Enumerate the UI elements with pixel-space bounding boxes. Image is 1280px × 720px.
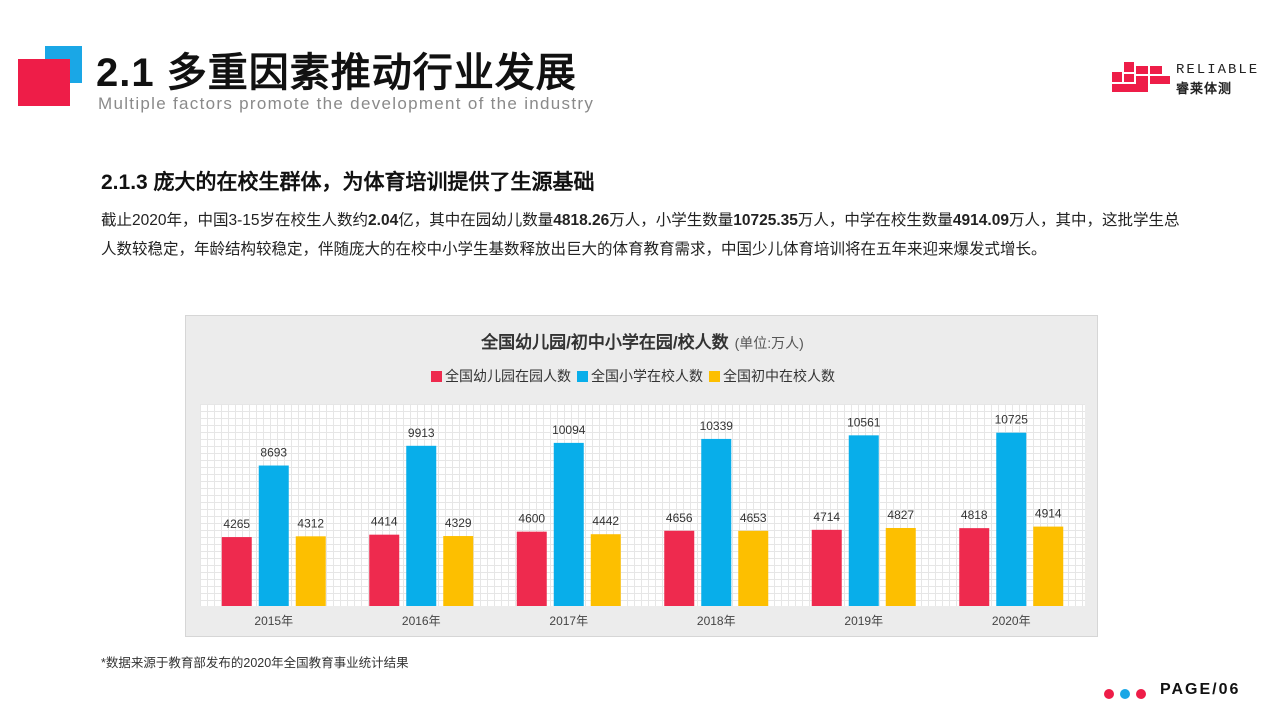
section-title: 2.1.3 庞大的在校生群体，为体育培训提供了生源基础: [101, 171, 595, 194]
section-paragraph: 截止2020年，中国3-15岁在校生人数约2.04亿，其中在园幼儿数量4818.…: [101, 206, 1191, 264]
bar-2: [1033, 526, 1064, 606]
bar-value-label: 4312: [297, 516, 324, 530]
legend-item: 全国幼儿园在园人数: [431, 366, 571, 386]
bar-0: [664, 530, 695, 606]
paragraph-text: 万人，中学在校生数量: [797, 212, 953, 229]
bar-2: [885, 527, 916, 606]
bar-1: [996, 432, 1027, 606]
paragraph-text: 亿，其中在园幼儿数量: [398, 212, 554, 229]
bar-value-label: 4656: [666, 511, 693, 525]
x-tick-label: 2017年: [549, 614, 588, 628]
paragraph-text: 截止2020年，中国3-15岁在校生人数约: [101, 212, 369, 229]
chart-unit: (单位:万人): [734, 335, 804, 351]
paragraph-text: 万人，小学生数量: [609, 212, 734, 229]
legend-swatch: [431, 371, 442, 382]
chart-card: 全国幼儿园/初中小学在园/校人数 (单位:万人) 全国幼儿园在园人数 全国小学在校人…: [185, 315, 1098, 637]
header-decoration-red-square: [18, 59, 70, 106]
page-number: PAGE/06: [1160, 681, 1241, 698]
bar-value-label: 10094: [552, 423, 586, 437]
x-tick-label: 2018年: [697, 614, 736, 628]
paragraph-highlight: 10725.35: [733, 212, 798, 229]
bar-0: [221, 537, 252, 606]
bar-chart: 4265 8693 4312 2015年 4414 9913 4329 2016年 4600 10…: [200, 404, 1085, 628]
bar-value-label: 4914: [1035, 507, 1062, 521]
bar-value-label: 4442: [592, 514, 619, 528]
bar-1: [258, 465, 289, 606]
bar-value-label: 4265: [223, 517, 250, 531]
legend-swatch: [577, 371, 588, 382]
page-dot: [1136, 689, 1146, 699]
bar-value-label: 4818: [961, 508, 988, 522]
bar-1: [406, 445, 437, 606]
paragraph-text: 万人，其中，这批学生总人数较稳定，年龄结构较稳定，伴随庞大的在校中小学生基数释放…: [101, 212, 1180, 258]
chart-title: 全国幼儿园/初中小学在园/校人数: [481, 333, 729, 352]
legend-item: 全国小学在校人数: [577, 366, 703, 386]
footnote: *数据来源于教育部发布的2020年全国教育事业统计结果: [101, 656, 409, 670]
bar-2: [295, 536, 326, 606]
bar-value-label: 10725: [995, 413, 1029, 427]
bar-1: [553, 442, 584, 606]
paragraph-highlight: 4914.09: [952, 212, 1009, 229]
x-tick-label: 2015年: [254, 614, 293, 628]
paragraph-highlight: 4818.26: [553, 212, 610, 229]
bar-1: [848, 435, 879, 606]
chart-legend: 全国幼儿园在园人数 全国小学在校人数 全国初中在校人数: [431, 366, 841, 386]
bar-value-label: 4414: [371, 515, 398, 529]
paragraph-highlight: 2.04: [368, 212, 399, 229]
bar-value-label: 4653: [740, 511, 767, 525]
logo-text-cn: 睿莱体测: [1176, 81, 1233, 96]
page-dots: [1104, 686, 1152, 704]
x-tick-label: 2019年: [844, 614, 883, 628]
logo-bricks-icon: [1112, 62, 1170, 92]
bar-0: [369, 534, 400, 606]
legend-label: 全国初中在校人数: [723, 368, 835, 384]
bar-2: [443, 536, 474, 606]
bar-0: [516, 531, 547, 606]
plot-area: [200, 404, 1085, 606]
page-dot: [1104, 689, 1114, 699]
bar-value-label: 10561: [847, 415, 881, 429]
page-subtitle: Multiple factors promote the development…: [98, 94, 595, 113]
x-tick-label: 2016年: [402, 614, 441, 628]
bar-value-label: 4714: [813, 510, 840, 524]
bar-2: [590, 534, 621, 606]
logo-text-en: RELIABLE: [1176, 62, 1260, 78]
legend-label: 全国幼儿园在园人数: [445, 368, 571, 384]
page-dot: [1120, 689, 1130, 699]
bar-0: [959, 528, 990, 606]
bar-value-label: 8693: [260, 446, 287, 460]
bar-value-label: 4600: [518, 512, 545, 526]
page-title: 2.1 多重因素推动行业发展: [96, 51, 577, 95]
bar-value-label: 4827: [887, 508, 914, 522]
chart-title-row: 全国幼儿园/初中小学在园/校人数 (单位:万人): [186, 328, 1099, 353]
bar-value-label: 9913: [408, 426, 435, 440]
bar-value-label: 4329: [445, 516, 472, 530]
bar-0: [811, 529, 842, 606]
x-tick-label: 2020年: [992, 614, 1031, 628]
bar-2: [738, 530, 769, 606]
legend-swatch: [709, 371, 720, 382]
legend-item: 全国初中在校人数: [709, 366, 835, 386]
legend-label: 全国小学在校人数: [591, 368, 703, 384]
company-logo: RELIABLE 睿莱体测: [1112, 56, 1257, 96]
bar-1: [701, 438, 732, 606]
bar-value-label: 10339: [700, 419, 734, 433]
